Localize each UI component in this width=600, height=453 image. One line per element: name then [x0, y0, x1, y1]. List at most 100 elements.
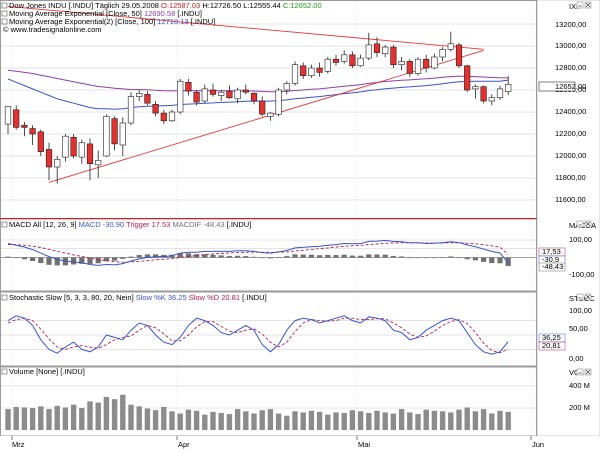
macd-histogram-bar	[382, 254, 388, 258]
volume-bar	[439, 411, 446, 430]
volume-bar	[210, 411, 216, 430]
macd-histogram-bar	[431, 257, 437, 259]
macd-histogram-bar	[472, 257, 478, 261]
volume-bar	[38, 406, 44, 430]
candle-body	[127, 96, 135, 124]
legend-ema50-sym: [.INDU]	[177, 9, 202, 18]
macd-histogram-bar	[112, 257, 118, 261]
close-icon[interactable]	[584, 293, 592, 301]
macd-legend-macd: MACD -30.90	[79, 220, 124, 229]
volume-bar	[152, 410, 159, 430]
legend-checkbox-icon[interactable]	[1, 294, 8, 301]
svg-text:Moving Average Exponential [Cl: Moving Average Exponential [Close, 50] 1…	[9, 9, 202, 18]
minimize-icon[interactable]	[576, 1, 584, 9]
minimize-icon[interactable]	[576, 220, 584, 228]
candle-body	[488, 97, 495, 102]
macd-histogram-bar	[120, 257, 126, 259]
macd-legend: MACD All [12, 26, 9] MACD -30.90 Trigger…	[1, 220, 252, 229]
volume-bar	[111, 399, 118, 430]
close-icon[interactable]	[584, 220, 592, 228]
macd-histogram-bar	[185, 253, 191, 258]
macd-histogram-bar	[349, 255, 355, 258]
close-icon[interactable]	[584, 1, 592, 9]
candle-body	[177, 80, 184, 113]
macd-histogram-bar	[464, 257, 470, 260]
macd-histogram-bar	[267, 257, 273, 259]
close-icon[interactable]	[584, 368, 592, 376]
candles	[4, 31, 512, 184]
volume-bar	[103, 397, 110, 430]
volume-bar	[407, 412, 413, 430]
candle-body	[259, 100, 266, 115]
trend-line	[7, 5, 484, 50]
macd-histogram-bar	[218, 255, 224, 258]
stoch-value-label: 36,25	[542, 333, 561, 342]
candle-body	[62, 135, 69, 158]
volume-bar	[70, 404, 77, 430]
macd-value-label: 17,53	[542, 247, 561, 256]
macd-histogram-bar	[5, 256, 11, 258]
price-panel	[0, 0, 537, 219]
macd-histogram-bar	[341, 254, 347, 258]
candle-body	[480, 86, 487, 102]
volume-legend: Volume [None] [.INDU]	[1, 367, 85, 376]
macd-histogram-bar	[317, 255, 323, 258]
volume-bar	[21, 407, 28, 430]
legend-checkbox-icon[interactable]	[1, 18, 8, 25]
last-price-label: 12652,00	[555, 82, 586, 91]
time-axis-label: Mrz	[12, 440, 25, 449]
volume-tick-label: 400 M	[569, 381, 590, 390]
candle-body	[152, 104, 159, 114]
candle-body	[144, 94, 151, 104]
volume-bar	[62, 407, 69, 430]
stoch-panel	[0, 291, 537, 367]
time-axis-label: Jun	[532, 440, 544, 449]
macd-histogram-bar	[259, 257, 265, 259]
volume-bar	[136, 406, 142, 430]
candle-body	[373, 43, 381, 53]
volume-bar	[308, 410, 315, 430]
volume-bar	[464, 407, 470, 430]
legend-checkbox-icon[interactable]	[1, 221, 8, 228]
volume-bar	[456, 409, 462, 430]
legend-ema100-sym: [.INDU]	[191, 17, 216, 26]
volume-bar	[341, 412, 347, 430]
svg-text:Moving Average Exponential(2): Moving Average Exponential(2) [Close, 10…	[9, 17, 215, 26]
candle-body	[218, 91, 225, 96]
volume-bar	[128, 404, 134, 430]
macd-tick-label: -100,00	[569, 270, 594, 279]
macd-legend-sym: [.INDU]	[227, 220, 252, 229]
price-axis-name: IXP	[569, 2, 581, 11]
stoch-tick-label: 50,00	[569, 324, 588, 333]
volume-bar	[13, 406, 19, 430]
candle-body	[37, 131, 44, 152]
legend-checkbox-icon[interactable]	[1, 368, 8, 375]
volume-legend-sym: [.INDU]	[60, 367, 85, 376]
volume-bar	[267, 409, 274, 430]
svg-text:Dow Jones INDU [.INDU] Täglich: Dow Jones INDU [.INDU] Täglich 29.05.200…	[9, 1, 322, 10]
macd-tick-label: 100,00	[569, 235, 592, 244]
candle-body	[341, 54, 348, 62]
macd-histogram-bar	[308, 254, 314, 258]
volume-bar	[251, 413, 257, 430]
volume-bar	[325, 414, 331, 430]
legend-checkbox-icon[interactable]	[1, 2, 8, 9]
minimize-icon[interactable]	[576, 293, 584, 301]
macd-histogram-bar	[226, 255, 232, 258]
minimize-icon[interactable]	[576, 368, 584, 376]
volume-bar	[144, 408, 151, 430]
svg-text:Volume [None] [.INDU]: Volume [None] [.INDU]	[9, 367, 85, 376]
volume-bar	[390, 413, 397, 430]
bottom-axis-area	[0, 436, 600, 453]
volume-bar	[472, 411, 479, 430]
candle-body	[54, 159, 61, 168]
macd-legend-diff: MACDIF -48.43	[172, 220, 224, 229]
legend-main-label: Dow Jones INDU [.INDU] Täglich 29.05.200…	[9, 1, 159, 10]
volume-bar	[185, 409, 192, 430]
volume-bar	[489, 413, 495, 430]
legend-checkbox-icon[interactable]	[1, 10, 8, 17]
volume-bar	[349, 410, 356, 430]
volume-bar	[497, 410, 503, 430]
macd-histogram-bar	[505, 257, 511, 266]
macd-histogram-bar	[366, 254, 372, 258]
